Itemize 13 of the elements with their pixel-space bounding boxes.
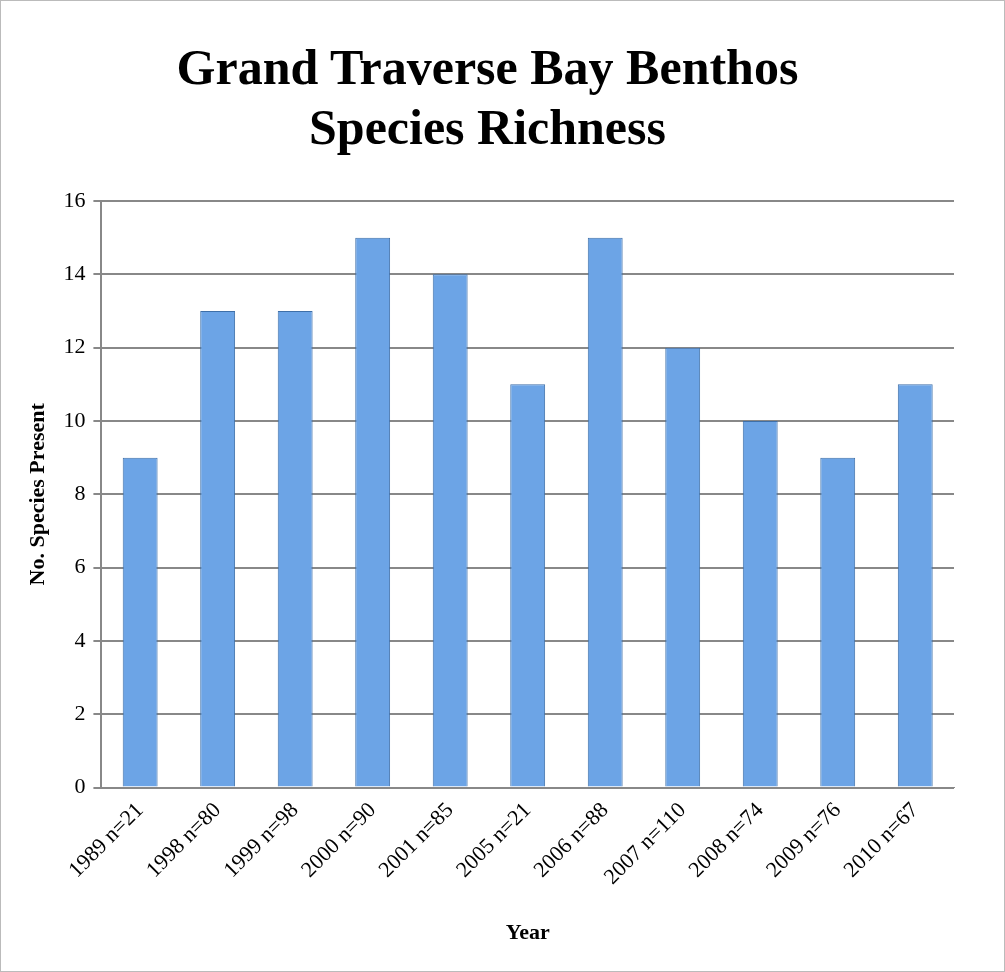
y-tick-label: 8 <box>74 480 86 506</box>
y-axis-title: No. Species Present <box>23 402 49 586</box>
y-tick-label: 16 <box>63 186 86 212</box>
text: Species Richness <box>309 98 666 155</box>
y-tick-label: 6 <box>74 553 86 579</box>
text: Grand Traverse Bay Benthos <box>176 38 799 95</box>
y-tick-label: 2 <box>74 700 86 726</box>
y-tick-label: 0 <box>74 773 86 799</box>
y-tick-label: 4 <box>74 626 86 652</box>
y-tick-label: 12 <box>63 333 86 359</box>
y-tick-label: 14 <box>63 260 86 286</box>
y-tick-label: 10 <box>63 406 86 432</box>
x-axis-title: Year <box>505 919 550 945</box>
